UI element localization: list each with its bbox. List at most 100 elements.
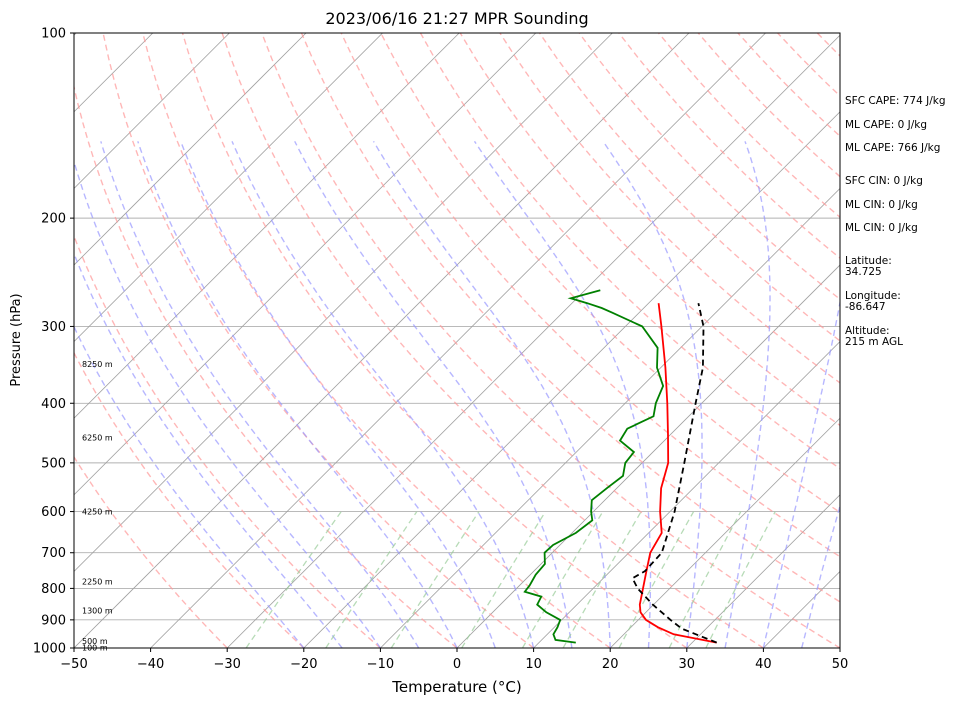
moist-adiabat-line	[180, 141, 496, 648]
height-label: 100 m	[82, 643, 108, 652]
moist-adiabat-line	[762, 298, 840, 648]
mixing-ratio-line	[390, 511, 480, 648]
height-label: 2250 m	[82, 577, 113, 586]
dewpoint-line	[523, 289, 665, 644]
moist-adiabat-line	[602, 140, 703, 648]
isotherm-line	[74, 33, 537, 496]
x-tick-label: −40	[137, 657, 164, 672]
y-axis-label: Pressure (hPa)	[9, 293, 24, 386]
altitude-value: 215 m AGL	[845, 336, 903, 348]
y-tick-label: 200	[41, 212, 66, 227]
isotherm-line	[74, 33, 460, 419]
x-tick-label: −30	[213, 657, 240, 672]
height-label: 8250 m	[82, 360, 113, 369]
x-axis-label: Temperature (°C)	[391, 678, 521, 696]
dry-adiabat-line	[74, 351, 305, 648]
moist-adiabat-line	[801, 503, 840, 648]
sounding-traces	[523, 289, 718, 644]
background-lines	[74, 33, 961, 648]
y-axis: 100 200 300 400 500 600 700 800 900 1000	[33, 27, 74, 657]
isotherm-line	[74, 33, 383, 343]
sfc-cape-label: SFC CAPE: 774 J/kg	[845, 95, 946, 107]
y-tick-label: 700	[41, 546, 66, 561]
height-label: 500 m	[82, 637, 108, 646]
x-tick-label: −50	[60, 657, 87, 672]
x-tick-label: 50	[832, 657, 849, 672]
dry-adiabat-line	[74, 234, 381, 648]
ml-cape-label-2: ML CAPE: 766 J/kg	[845, 142, 940, 154]
moist-adiabat-line	[74, 251, 343, 648]
isotherm-line	[303, 111, 840, 648]
height-label: 6250 m	[82, 434, 113, 443]
sfc-cin-label: SFC CIN: 0 J/kg	[845, 175, 923, 187]
x-tick-label: −20	[290, 657, 317, 672]
moist-adiabat-line	[74, 159, 381, 648]
y-tick-label: 300	[41, 320, 66, 335]
isotherm-line	[74, 33, 230, 189]
x-axis: −50 −40 −30 −20 −10 0 10 20 30 40 50	[60, 648, 848, 672]
latitude-heading: Latitude:	[845, 255, 892, 267]
mixing-ratio-line	[461, 511, 547, 648]
y-tick-label: 600	[41, 505, 66, 520]
moist-adiabat-line	[372, 140, 611, 648]
latitude-value: 34.725	[845, 266, 882, 278]
y-tick-label: 500	[41, 456, 66, 471]
isotherm-line	[74, 33, 690, 648]
dry-adiabat-line	[142, 33, 611, 648]
temperature-line	[638, 303, 717, 644]
mixing-ratio-line	[325, 511, 418, 648]
moist-adiabat-line	[74, 325, 305, 648]
isotherm-line	[609, 417, 840, 648]
y-tick-label: 400	[41, 397, 66, 412]
mixing-ratio-line	[245, 511, 342, 648]
isotherm-line	[74, 33, 307, 266]
longitude-heading: Longitude:	[845, 290, 901, 302]
moist-adiabat-line	[100, 141, 420, 648]
ml-cin-label-2: ML CIN: 0 J/kg	[845, 222, 918, 234]
plot-background	[74, 33, 840, 648]
x-tick-label: 20	[602, 657, 619, 672]
parcel-line	[631, 303, 718, 644]
y-tick-label: 1000	[33, 642, 66, 657]
isotherm-line	[456, 264, 840, 648]
isotherm-line	[380, 187, 840, 648]
longitude-value: -86.647	[845, 301, 886, 313]
isotherm-line	[686, 494, 840, 648]
x-tick-label: −10	[367, 657, 394, 672]
ml-cape-label: ML CAPE: 0 J/kg	[845, 119, 927, 131]
height-label: 1300 m	[82, 606, 113, 615]
dry-adiabat-line	[261, 33, 840, 648]
moist-adiabat-line	[724, 141, 771, 648]
isotherm-line	[74, 33, 613, 572]
height-label: 4250 m	[82, 508, 113, 517]
x-tick-label: 10	[525, 657, 542, 672]
altitude-heading: Altitude:	[845, 325, 890, 337]
dry-adiabat-line	[74, 84, 458, 648]
y-tick-label: 800	[41, 582, 66, 597]
dry-adiabat-line	[181, 33, 688, 648]
dry-adiabat-line	[578, 33, 840, 301]
y-tick-label: 900	[41, 613, 66, 628]
moist-adiabat-line	[137, 141, 458, 648]
mixing-ratio-line	[521, 511, 604, 648]
stats-panel: SFC CAPE: 774 J/kg ML CAPE: 0 J/kg ML CA…	[845, 95, 946, 348]
mixing-ratio-line	[668, 511, 742, 648]
mixing-ratio-line	[618, 511, 695, 648]
isotherm-line	[226, 34, 840, 648]
y-tick-label: 100	[41, 27, 66, 42]
moist-adiabat-line	[473, 140, 652, 648]
chart-title: 2023/06/16 21:27 MPR Sounding	[325, 9, 588, 28]
isotherm-line	[533, 341, 840, 648]
mixing-ratio-line	[562, 511, 642, 648]
moist-adiabat-line	[231, 141, 535, 648]
x-tick-label: 40	[755, 657, 772, 672]
ml-cin-label: ML CIN: 0 J/kg	[845, 199, 918, 211]
isotherm-line	[150, 33, 766, 648]
x-tick-label: 30	[679, 657, 696, 672]
dry-adiabat-line	[936, 33, 961, 648]
dry-adiabat-line	[102, 33, 535, 648]
moist-adiabat-line	[294, 140, 573, 648]
mixing-ratio-line	[705, 511, 776, 648]
